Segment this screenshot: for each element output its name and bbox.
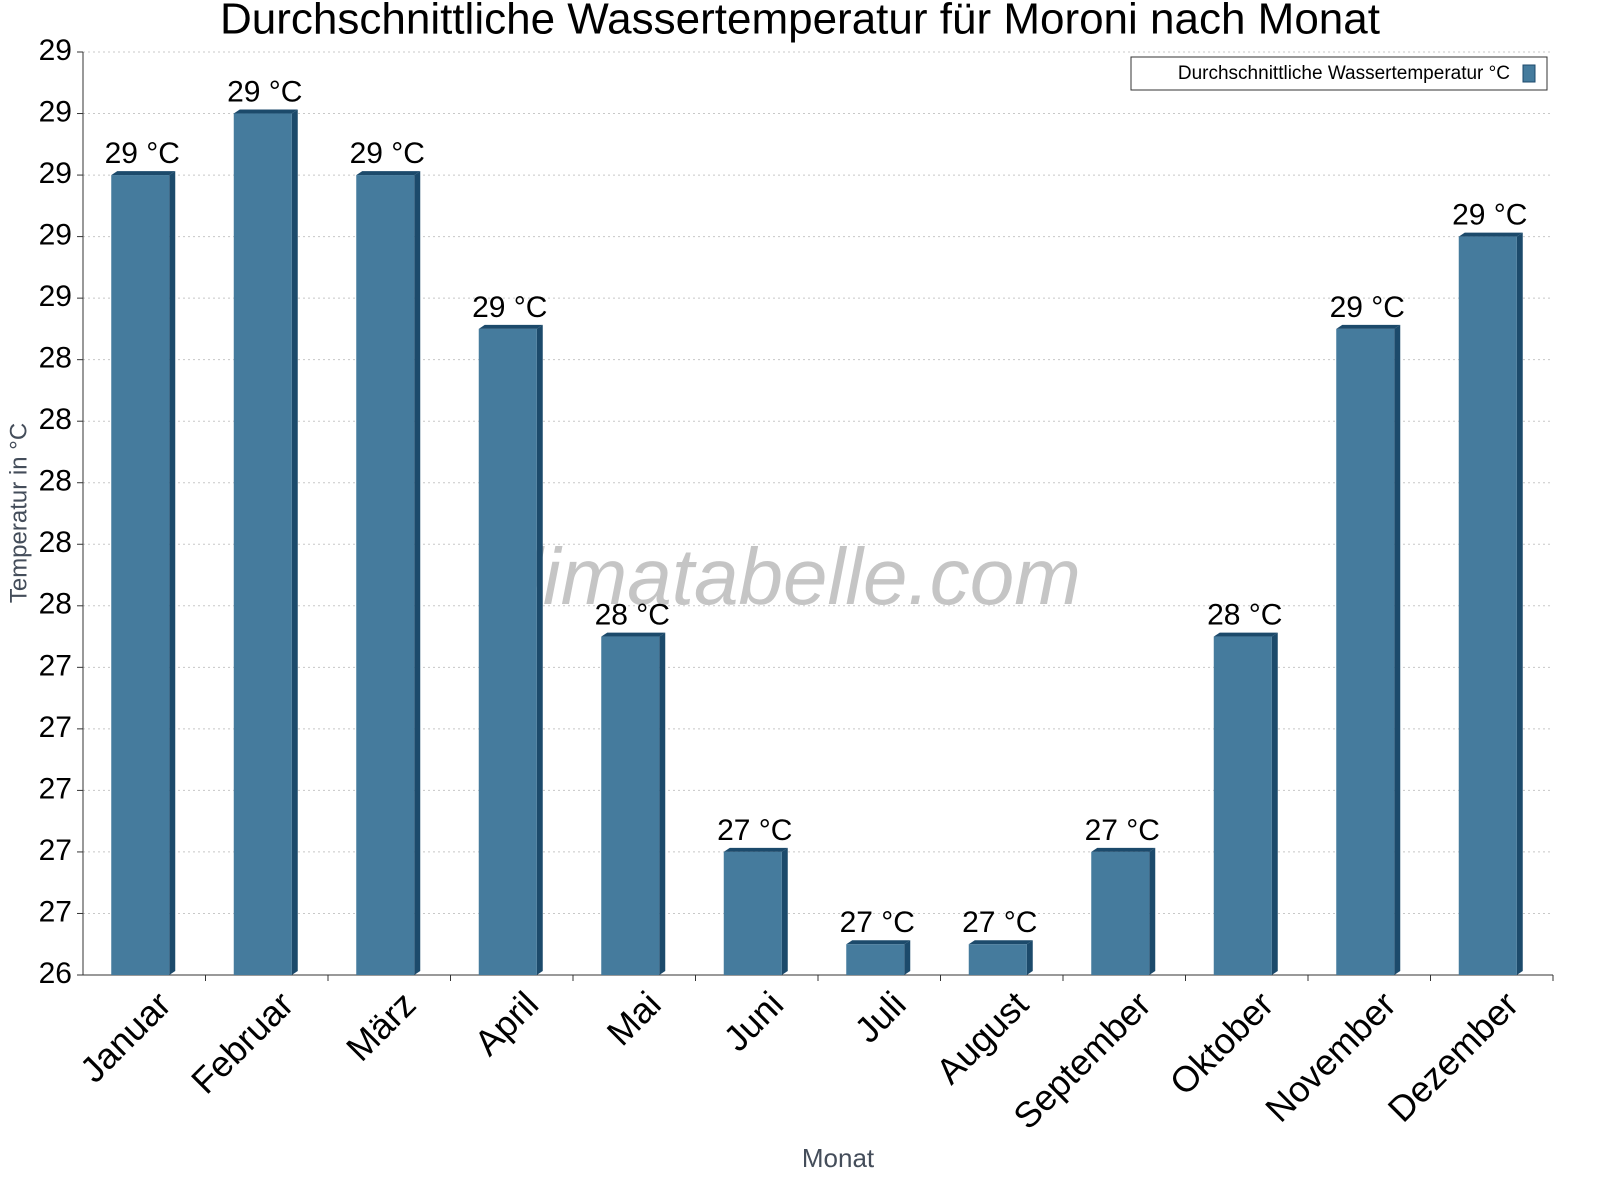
bar-side <box>291 109 298 976</box>
bar <box>111 175 170 976</box>
bar-top <box>723 847 788 852</box>
x-tick-label: Juni <box>715 983 791 1059</box>
value-label: 29 °C <box>1452 199 1527 232</box>
x-tick-label: April <box>466 983 546 1063</box>
value-label: 28 °C <box>1207 598 1282 631</box>
x-tick-label: November <box>1257 983 1403 1129</box>
y-tick-label: 28 <box>39 526 72 559</box>
bar-top <box>356 171 421 176</box>
bar <box>846 944 905 975</box>
y-tick-label: 27 <box>39 895 72 928</box>
y-tick-label: 29 <box>39 95 72 128</box>
bar <box>968 944 1027 975</box>
value-label: 27 °C <box>962 906 1037 939</box>
y-tick-label: 29 <box>39 280 72 313</box>
value-label: 27 °C <box>840 906 915 939</box>
y-axis-label: Temperatur in °C <box>5 423 32 603</box>
bar-top <box>846 940 911 945</box>
value-label: 27 °C <box>1085 814 1160 847</box>
x-tick-label: Oktober <box>1162 983 1282 1103</box>
bar-top <box>1458 232 1523 237</box>
value-label: 29 °C <box>1330 291 1405 324</box>
value-label: 27 °C <box>717 814 792 847</box>
chart-title: Durchschnittliche Wassertemperatur für M… <box>220 0 1380 44</box>
bar-side <box>1026 940 1033 975</box>
x-tick-label: Februar <box>183 983 301 1101</box>
bar-top <box>968 940 1033 945</box>
legend: Durchschnittliche Wassertemperatur °C <box>1130 56 1548 91</box>
bar-top <box>1213 632 1278 637</box>
y-tick-label: 29 <box>39 34 72 67</box>
y-tick-label: 27 <box>39 649 72 682</box>
x-tick-label: Juli <box>846 983 913 1050</box>
y-tick-label: 28 <box>39 342 72 375</box>
y-tick-label: 27 <box>39 834 72 867</box>
y-tick-label: 28 <box>39 403 72 436</box>
bar-top <box>1336 324 1401 329</box>
y-tick-label: 27 <box>39 711 72 744</box>
value-label: 28 °C <box>595 598 670 631</box>
y-tick-label: 27 <box>39 772 72 805</box>
bar-side <box>169 171 176 976</box>
x-axis-label: Monat <box>802 1143 875 1173</box>
bar <box>1336 328 1395 975</box>
legend-label: Durchschnittliche Wassertemperatur °C <box>1178 63 1510 84</box>
legend-box <box>1130 56 1548 91</box>
value-label: 29 °C <box>105 137 180 170</box>
y-tick-label: 28 <box>39 588 72 621</box>
bar <box>723 851 782 975</box>
bar-top <box>233 109 298 114</box>
bar-top <box>1091 847 1156 852</box>
bar-side <box>1149 847 1156 975</box>
bar <box>1213 636 1272 975</box>
y-tick-label: 29 <box>39 219 72 252</box>
y-tick-label: 29 <box>39 157 72 190</box>
x-tick-label: März <box>338 983 424 1069</box>
bar <box>356 175 415 976</box>
bar-side <box>904 940 911 975</box>
bar-side <box>659 632 666 975</box>
x-tick-label: Mai <box>599 983 669 1053</box>
y-tick-label: 26 <box>39 957 72 990</box>
bar <box>1091 851 1150 975</box>
value-label: 29 °C <box>227 75 302 108</box>
bar-top <box>111 171 176 176</box>
bar-top <box>478 324 543 329</box>
value-label: 29 °C <box>472 291 547 324</box>
watermark: klimatabelle.com <box>485 532 1081 621</box>
bar <box>233 113 292 976</box>
bar-side <box>1271 632 1278 975</box>
bar-side <box>536 324 543 975</box>
bar <box>601 636 660 975</box>
bar <box>1458 236 1517 976</box>
bar <box>478 328 537 975</box>
legend-swatch <box>1522 64 1536 83</box>
value-label: 29 °C <box>350 137 425 170</box>
bar-side <box>414 171 421 976</box>
bar-side <box>781 847 788 975</box>
bar-side <box>1516 232 1523 976</box>
bar-side <box>1394 324 1401 975</box>
x-tick-label: Dezember <box>1380 983 1526 1129</box>
bar-top <box>601 632 666 637</box>
y-tick-label: 28 <box>39 465 72 498</box>
x-tick-label: Januar <box>72 983 179 1090</box>
x-tick-label: August <box>928 983 1036 1091</box>
